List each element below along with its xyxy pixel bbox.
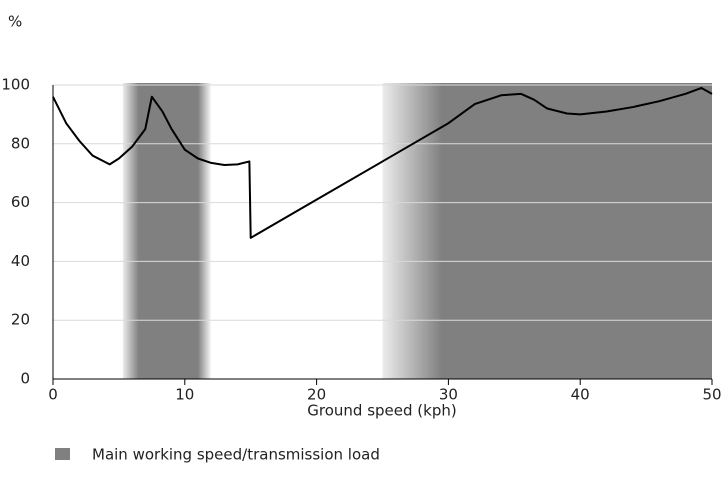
- x-tick-label: 40: [571, 386, 590, 404]
- band: [382, 83, 712, 379]
- legend-swatch: [55, 448, 70, 460]
- y-tick-label: 20: [11, 311, 30, 329]
- x-tick-label: 20: [307, 386, 326, 404]
- x-tick-label: 10: [175, 386, 194, 404]
- x-tick-label: 30: [439, 386, 458, 404]
- y-tick-label: 60: [11, 193, 30, 211]
- x-tick-label: 50: [702, 386, 721, 404]
- y-axis-label: %: [8, 13, 22, 31]
- x-axis-label: Ground speed (kph): [307, 402, 456, 420]
- y-tick-label: 40: [11, 252, 30, 270]
- legend-label: Main working speed/transmission load: [92, 446, 380, 464]
- y-tick-label: 0: [20, 370, 30, 388]
- x-tick-label: 0: [48, 386, 58, 404]
- y-tick-label: 80: [11, 134, 30, 152]
- y-tick-label: 100: [1, 76, 30, 94]
- data-line: [52, 86, 713, 239]
- band: [122, 83, 212, 379]
